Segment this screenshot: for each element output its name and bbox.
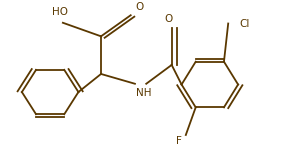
Text: O: O — [135, 2, 143, 12]
Text: NH: NH — [136, 88, 152, 98]
Text: Cl: Cl — [239, 19, 250, 29]
Text: HO: HO — [52, 7, 68, 17]
Text: F: F — [176, 136, 181, 146]
Text: O: O — [165, 14, 173, 24]
